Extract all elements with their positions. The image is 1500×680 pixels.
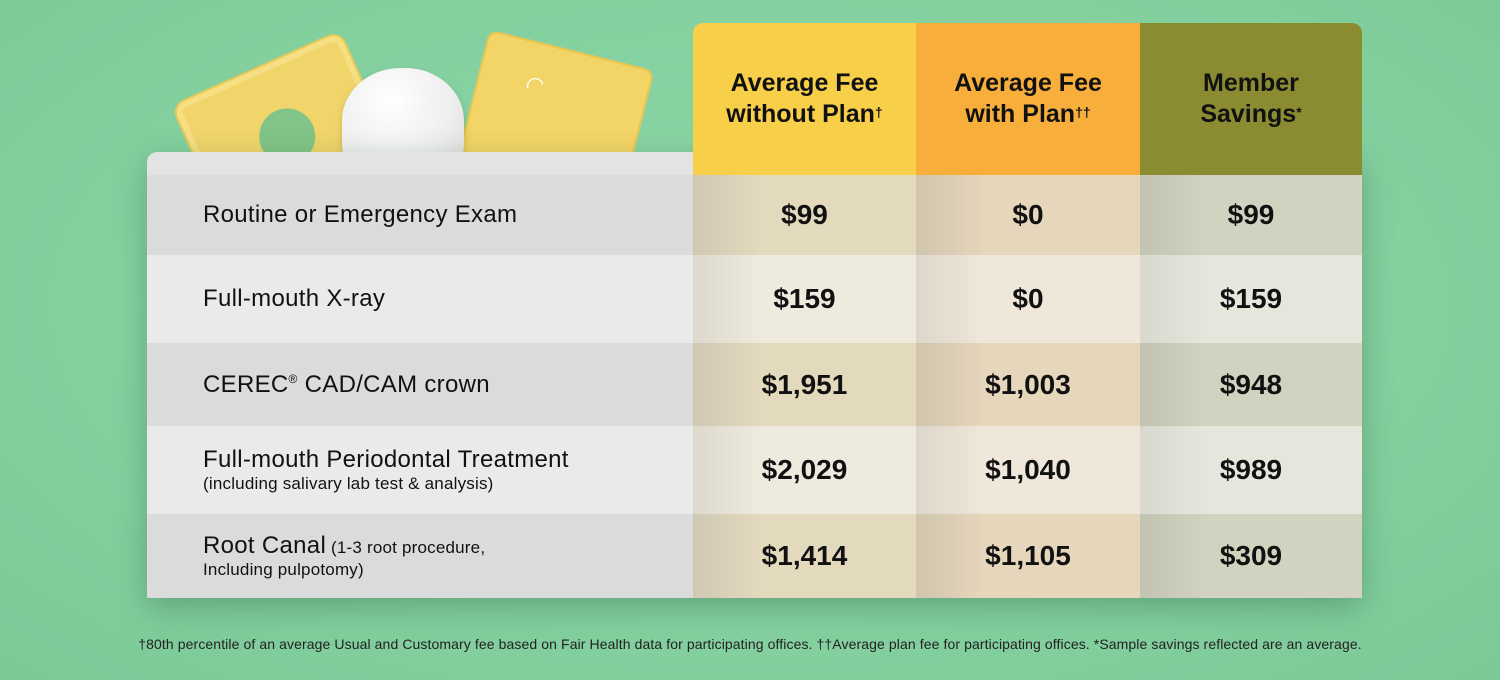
fee-with-plan: $1,040 (916, 426, 1140, 514)
table-row: Full-mouth Periodontal Treatment (includ… (147, 426, 1362, 514)
header-with-plan-line1: Average Fee (954, 69, 1102, 97)
fee-with-plan: $1,105 (916, 514, 1140, 598)
procedure-label: Routine or Emergency Exam (147, 175, 693, 255)
member-savings: $989 (1140, 426, 1362, 514)
procedure-label: CEREC® CAD/CAM crown (147, 343, 693, 426)
procedure-inline-sub: (1-3 root procedure, (326, 538, 486, 557)
header-without-plan: Average Fee without Plan† (693, 23, 916, 175)
member-savings: $309 (1140, 514, 1362, 598)
fee-with-plan: $0 (916, 175, 1140, 255)
fee-without-plan: $2,029 (693, 426, 916, 514)
procedure-label: Root Canal (1-3 root procedure, Includin… (147, 514, 693, 598)
procedure-sublabel: Including pulpotomy) (203, 560, 364, 579)
fee-without-plan: $1,951 (693, 343, 916, 426)
header-without-plan-line1: Average Fee (730, 69, 879, 97)
table-row: Full-mouth X-ray $159 $0 $159 (147, 255, 1362, 343)
fee-with-plan: $0 (916, 255, 1140, 343)
procedure-label: Full-mouth X-ray (147, 255, 693, 343)
procedure-label: Full-mouth Periodontal Treatment (includ… (147, 426, 693, 514)
header-with-plan: Average Fee with Plan†† (916, 23, 1140, 175)
header-savings-line2: Savings* (1200, 100, 1302, 128)
header-without-plan-line2: without Plan† (726, 100, 883, 128)
procedure-sublabel: (including salivary lab test & analysis) (203, 474, 494, 493)
fee-without-plan: $159 (693, 255, 916, 343)
member-savings: $159 (1140, 255, 1362, 343)
footnote: †80th percentile of an average Usual and… (138, 636, 1362, 652)
header-savings-line1: Member (1203, 69, 1299, 97)
wifi-icon: ◠ (522, 70, 548, 100)
fee-without-plan: $1,414 (693, 514, 916, 598)
fee-without-plan: $99 (693, 175, 916, 255)
table-row: Root Canal (1-3 root procedure, Includin… (147, 514, 1362, 598)
member-savings: $948 (1140, 343, 1362, 426)
header-with-plan-line2: with Plan†† (965, 100, 1091, 128)
table-row: CEREC® CAD/CAM crown $1,951 $1,003 $948 (147, 343, 1362, 426)
table-row: Routine or Emergency Exam $99 $0 $99 (147, 175, 1362, 255)
member-savings: $99 (1140, 175, 1362, 255)
header-member-savings: Member Savings* (1140, 23, 1362, 175)
fee-with-plan: $1,003 (916, 343, 1140, 426)
